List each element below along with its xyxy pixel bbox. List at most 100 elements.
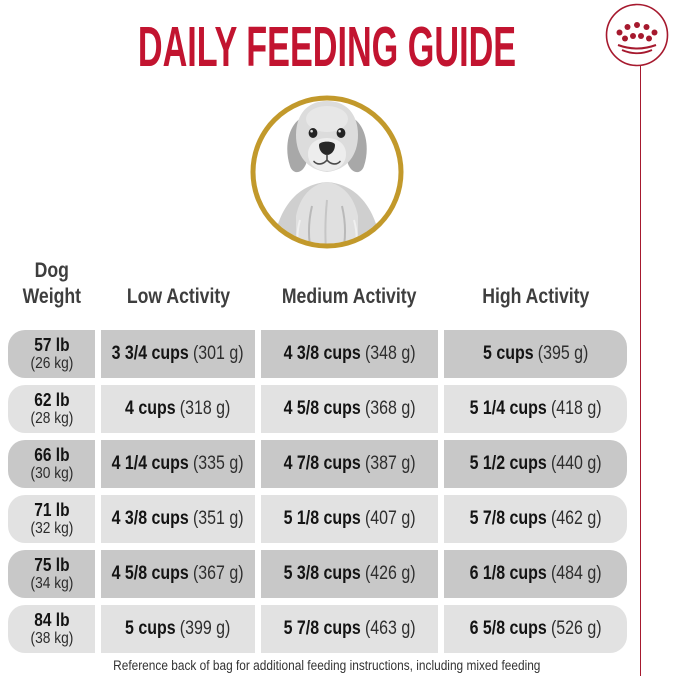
grams-value: (462 g) [550, 508, 602, 529]
high-activity-cell: 5 7/8 cups (462 g) [444, 495, 627, 543]
header-label: Low Activity [126, 285, 230, 308]
cups-value: 4 3/8 cups [112, 508, 190, 529]
grams-value: (351 g) [193, 508, 244, 529]
medium-activity-cell: 5 1/8 cups (407 g) [261, 495, 438, 543]
grams-value: (335 g) [193, 453, 244, 474]
dog-eye-right [336, 128, 346, 138]
cups-value: 5 1/2 cups [469, 453, 547, 474]
header-label: High Activity [481, 285, 590, 308]
gold-ring [250, 95, 404, 249]
weight-kg: (34 kg) [30, 575, 73, 592]
high-activity-cell: 6 5/8 cups (526 g) [444, 605, 627, 653]
header-label: Medium Activity [282, 285, 417, 308]
dog-weight-cell: 66 lb (30 kg) [8, 440, 95, 488]
column-header-low-activity: Low Activity [101, 284, 255, 310]
grams-value: (440 g) [550, 453, 602, 474]
grams-value: (395 g) [537, 343, 589, 364]
cups-value: 6 5/8 cups [469, 618, 547, 639]
dog-head [287, 101, 367, 173]
column-header-dog-weight: Dog Weight [8, 258, 95, 310]
footer-text: Reference back of bag for additional fee… [113, 658, 541, 673]
weight-kg: (32 kg) [30, 520, 73, 537]
grams-value: (418 g) [550, 398, 602, 419]
dog-weight-cell: 84 lb (38 kg) [8, 605, 95, 653]
cups-value: 4 5/8 cups [283, 398, 361, 419]
weight-kg: (28 kg) [30, 410, 73, 427]
cups-value: 5 1/8 cups [283, 508, 361, 529]
weight-kg: (30 kg) [30, 465, 73, 482]
grams-value: (348 g) [364, 343, 416, 364]
cups-value: 5 1/4 cups [469, 398, 547, 419]
cups-value: 4 5/8 cups [112, 563, 190, 584]
table-row: 57 lb (26 kg) 3 3/4 cups (301 g) 4 3/8 cu… [0, 330, 654, 378]
table-row: 71 lb (32 kg) 4 3/8 cups (351 g) 5 1/8 cu… [0, 495, 654, 543]
column-header-medium-activity: Medium Activity [261, 284, 438, 310]
cups-value: 6 1/8 cups [469, 563, 547, 584]
footer-note: Reference back of bag for additional fee… [0, 658, 654, 673]
cups-value: 5 7/8 cups [283, 618, 361, 639]
grams-value: (318 g) [180, 398, 231, 419]
grams-value: (407 g) [364, 508, 416, 529]
dog-eye-left [308, 128, 318, 138]
table-row: 66 lb (30 kg) 4 1/4 cups (335 g) 4 7/8 cu… [0, 440, 654, 488]
weight-lb: 71 lb [33, 500, 70, 520]
medium-activity-cell: 4 5/8 cups (368 g) [261, 385, 438, 433]
weight-kg: (38 kg) [30, 630, 73, 647]
weight-lb: 66 lb [33, 445, 70, 465]
brand-vertical-line [639, 65, 642, 676]
high-activity-cell: 5 cups (395 g) [444, 330, 627, 378]
grams-value: (367 g) [193, 563, 244, 584]
dog-body [272, 182, 382, 244]
low-activity-cell: 4 5/8 cups (367 g) [101, 550, 255, 598]
cups-value: 4 7/8 cups [283, 453, 361, 474]
low-activity-cell: 4 3/8 cups (351 g) [101, 495, 255, 543]
low-activity-cell: 5 cups (399 g) [101, 605, 255, 653]
dog-weight-cell: 75 lb (34 kg) [8, 550, 95, 598]
dog-nose [319, 141, 335, 155]
header-dog: Dog [34, 259, 69, 282]
low-activity-cell: 3 3/4 cups (301 g) [101, 330, 255, 378]
header-weight: Weight [22, 285, 81, 308]
grams-value: (426 g) [364, 563, 416, 584]
weight-lb: 84 lb [33, 610, 70, 630]
column-header-high-activity: High Activity [444, 284, 627, 310]
weight-lb: 75 lb [33, 555, 70, 575]
grams-value: (463 g) [364, 618, 416, 639]
cups-value: 3 3/4 cups [112, 343, 190, 364]
medium-activity-cell: 5 7/8 cups (463 g) [261, 605, 438, 653]
high-activity-cell: 5 1/4 cups (418 g) [444, 385, 627, 433]
low-activity-cell: 4 1/4 cups (335 g) [101, 440, 255, 488]
dog-weight-cell: 57 lb (26 kg) [8, 330, 95, 378]
weight-kg: (26 kg) [30, 355, 73, 372]
grams-value: (484 g) [550, 563, 602, 584]
cups-value: 5 7/8 cups [469, 508, 547, 529]
medium-activity-cell: 4 3/8 cups (348 g) [261, 330, 438, 378]
medium-activity-cell: 5 3/8 cups (426 g) [261, 550, 438, 598]
grams-value: (368 g) [364, 398, 416, 419]
page-title: DAILY FEEDING GUIDE [137, 15, 517, 79]
grams-value: (387 g) [364, 453, 416, 474]
weight-lb: 57 lb [33, 335, 70, 355]
cups-value: 5 cups [482, 343, 534, 364]
high-activity-cell: 6 1/8 cups (484 g) [444, 550, 627, 598]
dog-weight-cell: 62 lb (28 kg) [8, 385, 95, 433]
dog-weight-cell: 71 lb (32 kg) [8, 495, 95, 543]
dog-portrait-medallion [250, 95, 404, 249]
table-row: 75 lb (34 kg) 4 5/8 cups (367 g) 5 3/8 cu… [0, 550, 654, 598]
weight-lb: 62 lb [33, 390, 70, 410]
cups-value: 4 3/8 cups [283, 343, 361, 364]
cups-value: 4 1/4 cups [112, 453, 190, 474]
grams-value: (301 g) [193, 343, 244, 364]
cups-value: 5 3/8 cups [283, 563, 361, 584]
grams-value: (399 g) [180, 618, 231, 639]
table-row: 84 lb (38 kg) 5 cups (399 g) 5 7/8 cups (4… [0, 605, 654, 653]
grams-value: (526 g) [550, 618, 602, 639]
cups-value: 4 cups [125, 398, 176, 419]
cups-value: 5 cups [125, 618, 176, 639]
low-activity-cell: 4 cups (318 g) [101, 385, 255, 433]
medium-activity-cell: 4 7/8 cups (387 g) [261, 440, 438, 488]
table-row: 62 lb (28 kg) 4 cups (318 g) 4 5/8 cups (3… [0, 385, 654, 433]
high-activity-cell: 5 1/2 cups (440 g) [444, 440, 627, 488]
royal-canin-crown-icon [605, 3, 669, 67]
